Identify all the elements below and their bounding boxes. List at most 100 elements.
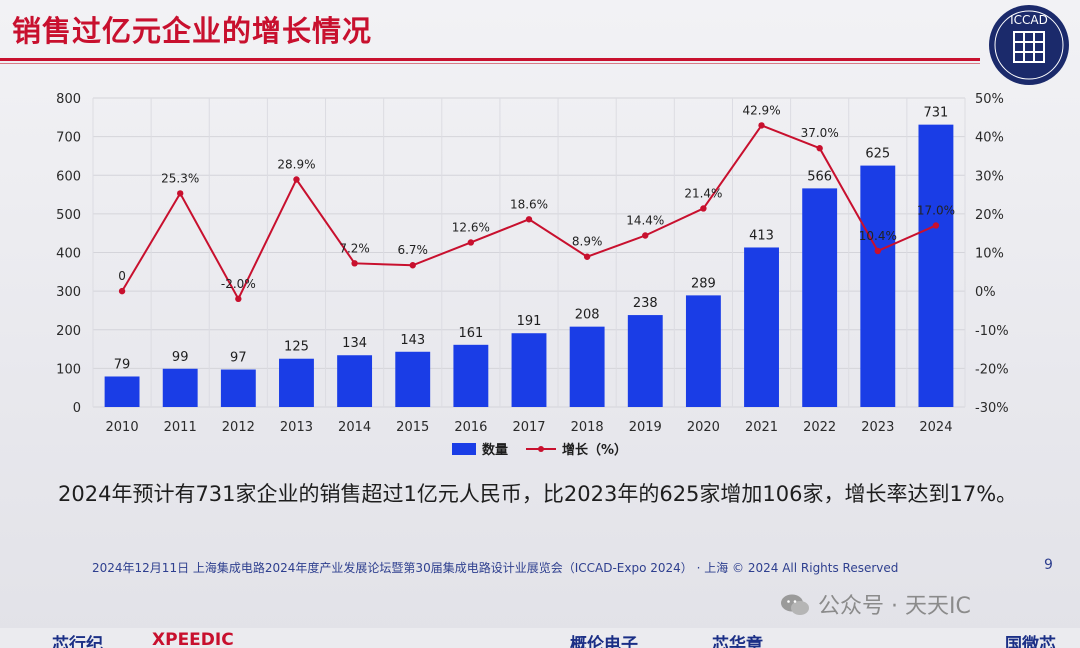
growth-point: [642, 232, 649, 239]
footer-text: 2024年12月11日 上海集成电路2024年度产业发展论坛暨第30届集成电路设…: [92, 561, 899, 575]
bar-value-label: 566: [807, 169, 832, 184]
bar: [220, 369, 256, 407]
left-tick-label: 500: [56, 208, 81, 223]
title-underline-thin: [0, 63, 980, 64]
growth-point: [583, 253, 591, 260]
growth-value-label: 7.2%: [339, 241, 370, 255]
line-series: [118, 122, 940, 303]
right-tick-label: -20%: [975, 362, 1009, 377]
bar-value-label: 99: [172, 350, 189, 365]
x-tick-label: 2018: [571, 420, 604, 435]
bar-value-label: 625: [865, 147, 890, 162]
x-tick-label: 2021: [745, 420, 778, 435]
bar-value-label: 731: [924, 106, 949, 121]
sponsor-strip: 芯行纪 XPEEDIC 概伦电子 芯华章 国微芯: [0, 628, 1080, 648]
right-tick-label: -10%: [975, 324, 1009, 339]
growth-value-label: 18.6%: [510, 197, 548, 211]
left-tick-label: 200: [56, 324, 81, 339]
sponsor-logo: 芯行纪: [52, 635, 103, 648]
x-tick-label: 2013: [280, 420, 313, 435]
left-tick-label: 300: [56, 285, 81, 300]
bar: [453, 344, 489, 407]
growth-point: [177, 190, 184, 197]
bar: [860, 165, 896, 407]
growth-point: [932, 222, 940, 229]
sponsor-logo: 芯华章: [712, 635, 763, 648]
bar: [279, 358, 314, 407]
growth-value-label: 8.9%: [572, 235, 603, 249]
growth-point: [758, 122, 765, 129]
legend-line-label: 增长（%）: [562, 442, 627, 458]
growth-value-label: 21.4%: [684, 186, 722, 200]
chart-legend: 数量 增长（%）: [452, 442, 627, 458]
iccad-logo: ICCAD: [989, 5, 1069, 85]
sponsor-logo: 概伦电子: [570, 635, 638, 648]
sponsor-logo: 国微芯: [1005, 635, 1056, 648]
bar: [627, 315, 663, 407]
growth-point: [351, 260, 358, 267]
bar-value-label: 413: [749, 228, 774, 243]
right-tick-label: 50%: [975, 92, 1004, 107]
x-tick-label: 2022: [803, 420, 836, 435]
x-tick-label: 2024: [919, 420, 952, 435]
left-axis-ticks: 0 100 200 300 400 500 600 700 800: [56, 92, 81, 416]
bar-series: [104, 124, 954, 407]
bar: [337, 355, 373, 407]
growth-value-label: 14.4%: [626, 214, 664, 228]
growth-value-label: 28.9%: [277, 157, 315, 171]
growth-point: [874, 247, 881, 255]
growth-value-label: 0: [118, 269, 126, 283]
left-tick-label: 100: [56, 362, 81, 377]
x-tick-label: 2014: [338, 420, 371, 435]
bar-value-label: 238: [633, 296, 658, 311]
bar: [802, 188, 838, 407]
right-tick-label: 40%: [975, 131, 1004, 146]
watermark: 公众号 · 天天IC: [780, 588, 971, 620]
growth-point: [235, 295, 242, 303]
left-tick-label: 800: [56, 92, 81, 107]
legend-bar-label: 数量: [482, 442, 508, 458]
bar-value-label: 134: [342, 336, 367, 351]
right-tick-label: 10%: [975, 247, 1004, 262]
watermark-text: 公众号 · 天天IC: [818, 594, 971, 619]
growth-value-label: 12.6%: [452, 220, 490, 234]
bar-value-label: 161: [458, 326, 483, 341]
bar-value-label: 143: [400, 333, 425, 348]
x-tick-label: 2012: [222, 420, 255, 435]
bar: [685, 295, 721, 407]
left-tick-label: 0: [73, 401, 81, 416]
right-axis-ticks: -30% -20% -10% 0% 10% 20% 30% 40% 50%: [975, 92, 1009, 416]
x-tick-label: 2017: [512, 420, 545, 435]
growth-point: [118, 287, 126, 295]
right-tick-label: 30%: [975, 169, 1004, 184]
bar: [744, 247, 779, 407]
left-tick-label: 400: [56, 247, 81, 262]
bar-value-label: 97: [230, 351, 247, 366]
x-tick-label: 2019: [629, 420, 662, 435]
bar-value-label: 125: [284, 340, 309, 355]
growth-point: [409, 262, 416, 269]
growth-value-label: -2.0%: [221, 277, 256, 291]
bar: [511, 333, 547, 407]
x-tick-label: 2015: [396, 420, 429, 435]
bar-value-label: 289: [691, 276, 716, 291]
chart-svg: 0 100 200 300 400 500 600 700 800 -30% -20% -10% 0%…: [56, 92, 1009, 458]
bar-value-labels: 79 99 97 125 134 143 161 191 208 238 289 413 566 625 7…: [114, 106, 949, 373]
bar-value-label: 191: [517, 314, 542, 329]
right-tick-label: 0%: [975, 285, 996, 300]
growth-point: [293, 176, 300, 183]
growth-point: [525, 216, 533, 223]
growth-value-label: 10.4%: [859, 229, 897, 243]
x-tick-label: 2011: [164, 420, 197, 435]
left-tick-label: 600: [56, 169, 81, 184]
x-tick-label: 2023: [861, 420, 894, 435]
bar: [918, 124, 954, 407]
growth-point: [467, 239, 475, 246]
growth-value-label: 42.9%: [742, 103, 780, 117]
title-underline: [0, 58, 980, 61]
bar: [569, 326, 605, 407]
legend-bar-swatch: [452, 443, 476, 455]
page-number: 9: [1044, 557, 1053, 573]
wechat-icon: [781, 594, 809, 615]
